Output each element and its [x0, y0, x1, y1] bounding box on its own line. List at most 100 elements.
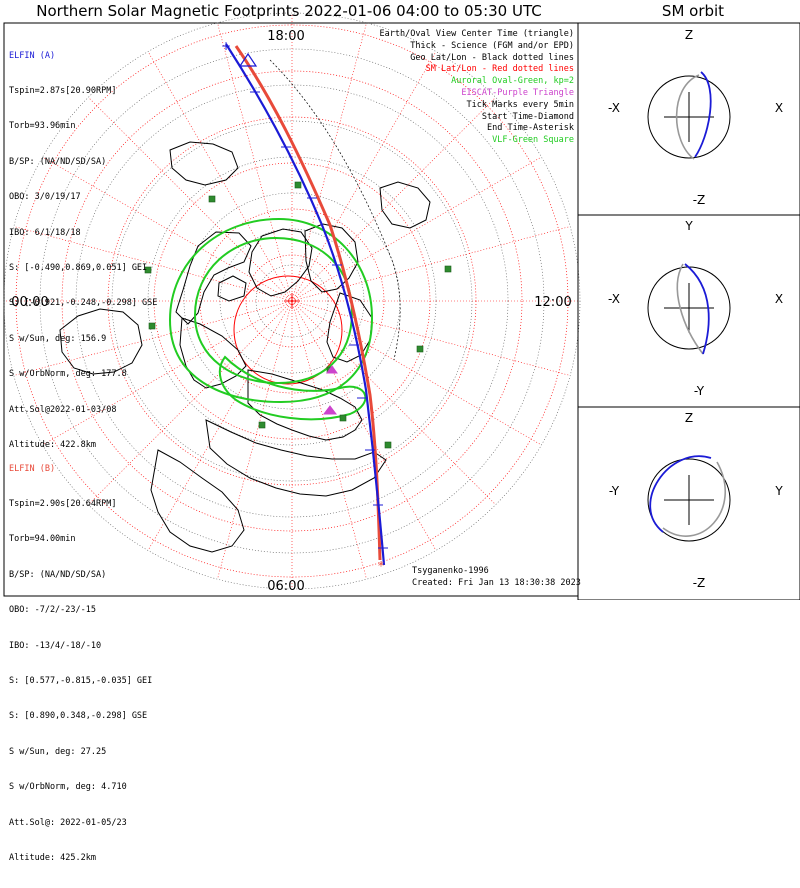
coastline-canada	[175, 231, 252, 325]
sm-meridian	[88, 300, 293, 505]
sm-meridian	[291, 22, 367, 302]
legend-entry: EISCAT-Purple Triangle	[461, 87, 574, 98]
coastline-alaska	[179, 317, 247, 389]
elfin-b-line: Torb=94.00min	[9, 534, 76, 545]
orbit-axis-label-top: Y	[684, 219, 693, 233]
orbit-axis-label-right: X	[775, 292, 783, 306]
sm-meridian	[291, 300, 542, 446]
legend-entry: End Time-Asterisk	[487, 123, 574, 134]
elfin-b-line: S: [0.890,0.348,-0.298] GSE	[9, 711, 148, 722]
mlt-label-right: 12:00	[534, 295, 571, 310]
sm-meridian	[88, 97, 293, 302]
coastlines	[59, 141, 431, 553]
sm-meridian	[291, 97, 496, 302]
coastline-americas	[59, 308, 143, 375]
vlf-station	[294, 181, 302, 189]
sm-meridian	[291, 300, 496, 505]
earth-circle	[647, 458, 731, 542]
orbit-path-a	[649, 455, 712, 533]
coastline-arctic-islands	[217, 275, 247, 302]
sm-meridian	[147, 300, 293, 551]
elfin-b-line: B/SP: (NA/ND/SD/SA)	[9, 569, 107, 580]
vlf-station	[208, 195, 216, 203]
credit: Tsyganenko-1996	[412, 566, 489, 576]
orbit-axis-label-bottom: -Z	[693, 193, 706, 207]
vlf-station	[384, 441, 392, 449]
coastline-greenland	[248, 228, 313, 297]
sm-meridian	[291, 300, 437, 551]
geo-lat-circle	[3, 12, 581, 590]
elfin-b-line: Tspin=2.90s[20.64RPM]	[9, 498, 117, 509]
view-center-triangle	[238, 52, 258, 67]
legend-entry: SM Lat/Lon - Red dotted lines	[425, 64, 574, 75]
elfin-b-line: OBO: -7/2/-23/-15	[9, 605, 96, 616]
legend-entry: Geo Lat/Lon - Black dotted lines	[410, 52, 574, 63]
vlf-station	[148, 322, 156, 330]
elfin-a-info: ELFIN (A) Tspin=2.87s[20.90RPM] Torb=93.…	[9, 27, 157, 475]
orbit-title: SM orbit	[661, 2, 725, 20]
footprint-tracks: *+	[221, 39, 401, 573]
elfin-a-line: Tspin=2.87s[20.90RPM]	[9, 85, 117, 96]
elfin-a-line: Torb=93.96min	[9, 121, 76, 132]
elfin-a-name: ELFIN (A)	[9, 50, 56, 61]
sm-meridian	[217, 22, 293, 302]
sm-meridian	[217, 300, 293, 580]
orbit-path-b	[662, 461, 726, 537]
coastline-russia-north	[326, 292, 373, 363]
legend-entry: Thick - Science (FGM and/or EPD)	[410, 40, 574, 51]
mlt-label-bottom: 06:00	[267, 579, 304, 594]
orbit-axis-label-left: -Y	[609, 484, 620, 498]
legend-entry: VLF-Green Square	[492, 135, 574, 146]
elfin-a-line: S: [-0.921,-0.248,-0.298] GSE	[9, 298, 158, 309]
auroral-ovals	[168, 217, 374, 421]
start-marker: +	[221, 39, 231, 53]
orbit-axis-label-bottom: -Y	[694, 384, 705, 398]
chart-title: Northern Solar Magnetic Footprints 2022-…	[36, 2, 542, 20]
orbit-path-b	[675, 74, 700, 160]
orbit-axis-label-left: -X	[608, 292, 620, 306]
elfin-a-line: OBO: 3/0/19/17	[9, 192, 81, 203]
coastline-lower	[150, 449, 245, 553]
orbit-path-b	[676, 263, 704, 355]
eiscat-triangle	[326, 365, 338, 374]
orbit-panel-frame	[577, 22, 800, 600]
vlf-station	[258, 421, 266, 429]
sm-orbit-panels: Z -Z -X X Y -Y -X X Z -Z -Y Y	[577, 22, 800, 600]
elfin-a-line: Att.Sol@2022-01-03/08	[9, 404, 117, 415]
legend-entry: Earth/Oval View Center Time (triangle)	[379, 29, 574, 39]
elfin-b-track	[234, 45, 382, 561]
mlt-label-left: 00:00	[11, 295, 48, 310]
orbit-axis-label-bottom: -Z	[693, 576, 706, 590]
orbit-axis-label-right: Y	[774, 484, 783, 498]
elfin-b-line: S: [0.577,-0.815,-0.035] GEI	[9, 675, 153, 686]
sm-grid	[4, 13, 580, 589]
orbit-axis-label-top: Z	[685, 28, 693, 42]
sm-meridian	[42, 300, 293, 446]
created-timestamp: Created: Fri Jan 13 18:30:38 2023	[412, 578, 581, 588]
orbit-axis-label-left: -X	[608, 101, 620, 115]
sm-meridian	[291, 226, 571, 302]
coastline-upper-right	[379, 181, 431, 229]
sm-meridian	[291, 156, 542, 302]
elfin-a-line: S w/OrbNorm, deg: 177.8	[9, 369, 127, 380]
sm-meridian	[291, 51, 437, 302]
elfin-a-track	[225, 43, 386, 566]
sm-lat-circle	[199, 208, 385, 394]
orbit-axis-label-top: Z	[685, 411, 693, 425]
sm-lat-circle	[61, 70, 523, 532]
orbit-path-a	[684, 263, 710, 355]
elfin-b-line: IBO: -13/4/-18/-10	[9, 640, 102, 651]
auroral-oval-inner	[193, 236, 354, 385]
mlt-label-top: 18:00	[267, 29, 304, 44]
elfin-b-line: Altitude: 425.2km	[9, 852, 96, 863]
coastline-upper-left	[169, 141, 239, 186]
sm-meridian	[13, 300, 293, 376]
coastline-siberia	[247, 369, 363, 441]
geo-dotted-track	[269, 59, 401, 361]
polar-plot: *+ 18:00 06:00 00:00 12:00	[3, 12, 581, 597]
elfin-a-line: B/SP: (NA/ND/SD/SA)	[9, 156, 107, 167]
orbit-path-a	[694, 71, 712, 158]
elfin-b-name: ELFIN (B)	[9, 463, 56, 474]
coastline-eurasia-south	[205, 419, 387, 497]
legend-entry: Start Time-Diamond	[481, 111, 574, 122]
